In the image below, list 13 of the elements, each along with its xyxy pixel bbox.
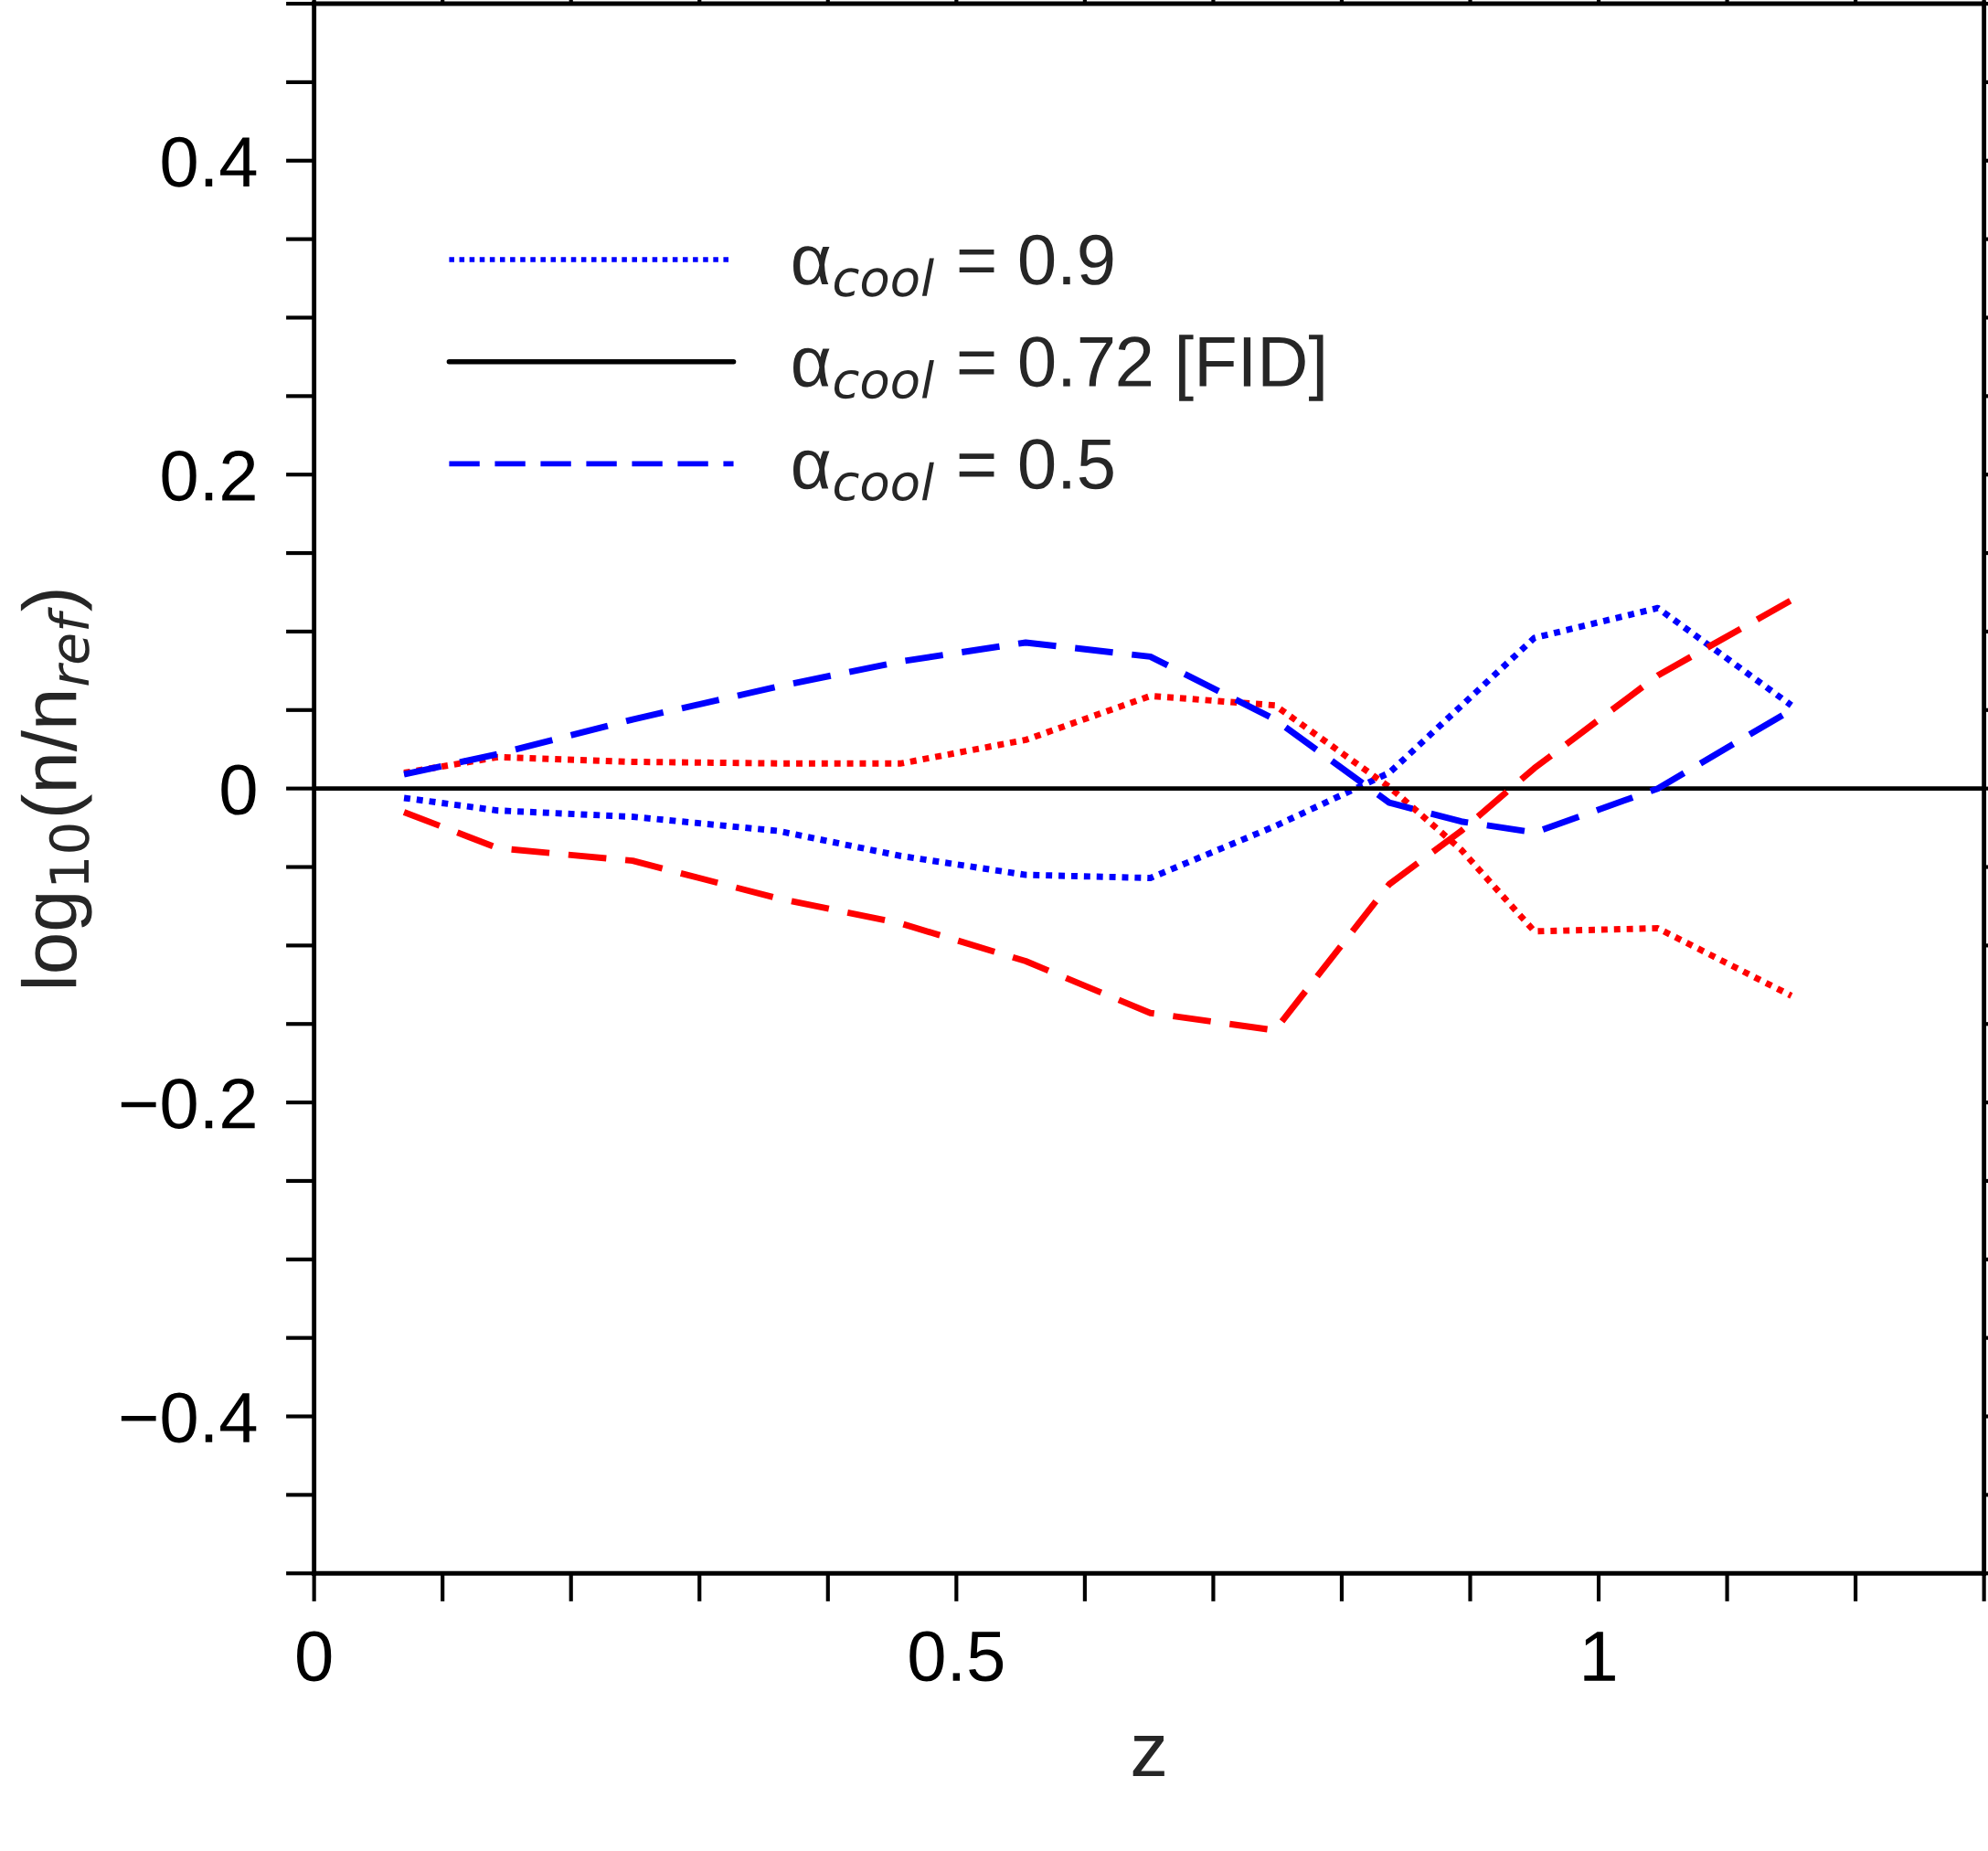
y-tick-label: 0.2 [162, 451, 255, 502]
y-axis-title: log$_{10}$(n/n$_{ref}$) [20, 590, 92, 987]
legend-label: α$_{cool}$ = 0.72 [FID] [793, 335, 1324, 401]
legend-label: α$_{cool}$ = 0.5 [793, 439, 1113, 502]
x-tick-label: 1 [1584, 1632, 1615, 1681]
x-tick-label: 0 [297, 1631, 332, 1682]
x-axis-title: z [1132, 1736, 1164, 1777]
y-tick-label: −0.2 [121, 1078, 255, 1130]
y-tick-label: 0 [221, 764, 256, 815]
y-tick-label: −0.4 [121, 1392, 257, 1443]
y-tick-label: 0.4 [162, 136, 257, 187]
x-tick-label: 0.5 [909, 1631, 1004, 1682]
legend-label: α$_{cool}$ = 0.9 [793, 234, 1113, 297]
